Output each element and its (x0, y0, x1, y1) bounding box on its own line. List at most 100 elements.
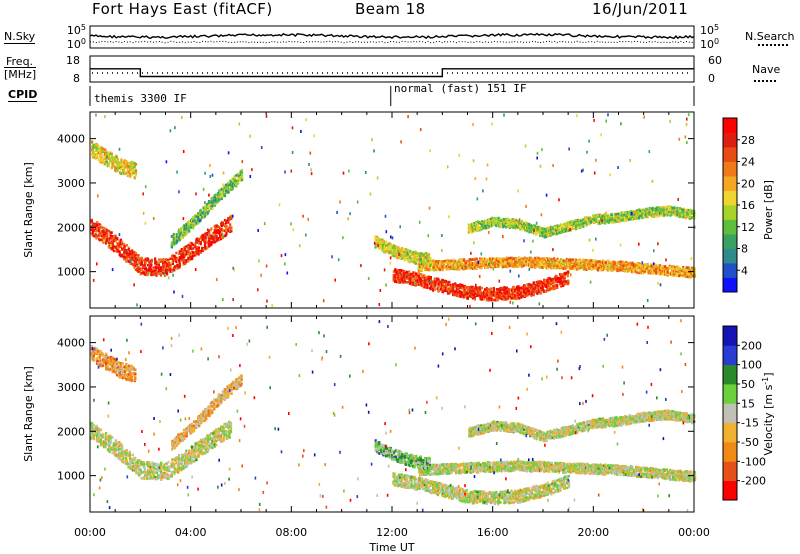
echo-cell (498, 296, 501, 299)
echo-cell (502, 288, 505, 292)
echo-cell (518, 293, 521, 296)
echo-cell (228, 183, 232, 187)
echo-cell (99, 234, 102, 237)
echo-cell (457, 289, 460, 292)
echo-cell (547, 279, 550, 283)
echo-cell (97, 144, 100, 148)
echo-cell (107, 245, 111, 248)
echo-cell (133, 165, 136, 168)
echo-cell (549, 259, 552, 262)
echo-cell (130, 169, 133, 173)
echo-cell (134, 169, 138, 173)
echo-cell (175, 239, 179, 242)
echo-cell (219, 189, 222, 192)
echo-cell (136, 269, 139, 272)
echo-cell (223, 194, 227, 198)
echo-cell (411, 273, 414, 276)
echo-cell (492, 293, 495, 297)
echo-cell (97, 149, 100, 153)
echo-cell (112, 160, 115, 164)
echo-cell (231, 182, 234, 186)
echo-cell (530, 258, 533, 261)
echo-cell (97, 158, 100, 161)
echo-cell (536, 291, 539, 295)
echo-cell (632, 269, 635, 272)
echo-cell (472, 294, 475, 297)
echo-cell (537, 280, 540, 283)
echo-cell (494, 298, 497, 302)
echo-cell (159, 271, 162, 275)
echo-cell (96, 143, 99, 147)
echo-cell (144, 267, 147, 271)
echo-cell (146, 272, 150, 276)
echo-cell (195, 215, 198, 218)
echo-cell (497, 260, 500, 263)
echo-cell (560, 263, 563, 266)
echo-cell (604, 267, 608, 271)
echo-cell (192, 226, 195, 230)
echo-cell (229, 215, 232, 219)
echo-cell (467, 261, 470, 265)
echo-cell (185, 250, 188, 253)
echo-cell (114, 245, 117, 249)
echo-cell (221, 229, 224, 232)
echo-cell (403, 270, 406, 273)
echo-cell (491, 257, 495, 260)
echo-cell (96, 221, 99, 224)
echo-cell (197, 216, 200, 220)
echo-cell (459, 266, 462, 270)
echo-cell (470, 261, 473, 265)
echo-cell (520, 296, 523, 299)
echo-cell (484, 258, 488, 261)
echo-cell (125, 249, 128, 252)
echo-cell (498, 287, 501, 291)
echo-cell (688, 267, 691, 271)
echo-cell (122, 168, 126, 171)
echo-cell (150, 271, 153, 274)
echo-cell (123, 172, 127, 175)
echo-cell (483, 293, 487, 296)
echo-cell (502, 259, 505, 263)
echo-cell (173, 236, 176, 240)
echo-cell (175, 235, 179, 239)
echo-cell (512, 292, 515, 295)
echo-cell (468, 294, 472, 298)
echo-cell (512, 260, 515, 263)
echo-cell (484, 225, 487, 228)
echo-cell (107, 164, 111, 168)
mode-label-normal: normal (fast) 151 IF (394, 82, 527, 95)
echo-cell (101, 230, 104, 234)
echo-cell (116, 236, 119, 240)
echo-cell (132, 166, 135, 170)
echo-cell (480, 260, 483, 264)
echo-cell (443, 279, 446, 283)
echo-cell (470, 285, 473, 289)
echo-cell (592, 265, 595, 268)
echo-cell (171, 257, 174, 261)
echo-cell (100, 154, 103, 157)
echo-cell (420, 268, 423, 271)
echo-cell (202, 211, 205, 215)
echo-cell (131, 256, 135, 260)
echo-cell (191, 224, 194, 228)
echo-cell (564, 271, 567, 275)
echo-cell (445, 265, 448, 268)
echo-cell (491, 263, 495, 267)
echo-cell (208, 239, 211, 243)
echo-cell (557, 259, 560, 262)
echo-cell (184, 245, 187, 249)
echo-cell (416, 274, 419, 278)
echo-cell (181, 225, 185, 229)
echo-cell (448, 259, 451, 263)
echo-cell (207, 235, 210, 238)
echo-cell (534, 266, 537, 269)
echo-cell (116, 166, 119, 169)
echo-cell (180, 232, 183, 235)
echo-cell (96, 154, 99, 158)
echo-cell (619, 260, 622, 264)
echo-cell (210, 242, 213, 246)
echo-cell (399, 272, 402, 275)
echo-cell (473, 296, 476, 299)
echo-cell (180, 253, 183, 256)
echo-cell (403, 277, 406, 280)
